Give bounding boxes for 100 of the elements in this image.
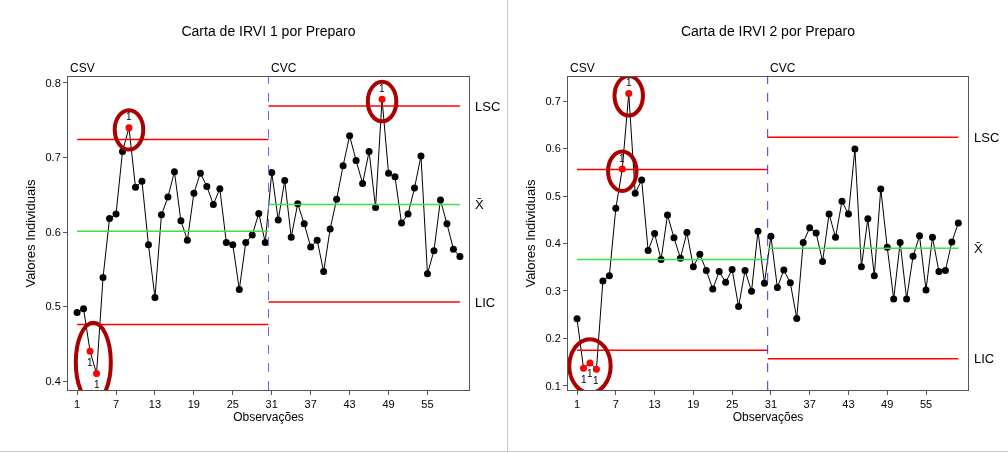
point: [741, 266, 749, 274]
x-tick-label: 25: [726, 398, 739, 411]
point: [177, 217, 185, 225]
point: [844, 210, 852, 218]
annotation: 1: [587, 368, 593, 379]
point: [715, 267, 723, 275]
point: [941, 266, 949, 274]
point: [954, 219, 962, 227]
point: [398, 219, 406, 227]
annotation: 1: [126, 111, 132, 122]
point: [423, 270, 431, 278]
x-tick-label: 55: [421, 398, 434, 411]
point: [320, 268, 328, 276]
series-label: LIC: [475, 295, 496, 310]
point: [255, 209, 263, 217]
point: [825, 210, 833, 218]
point: [722, 278, 730, 286]
point: [391, 173, 399, 181]
point: [307, 243, 315, 251]
point: [670, 234, 678, 242]
x-tick-label: 37: [304, 398, 317, 411]
point: [333, 195, 341, 203]
y-axis-title: Valores Individuais: [23, 178, 39, 288]
point: [436, 196, 444, 204]
point: [812, 229, 820, 237]
point: [385, 169, 393, 177]
point: [268, 168, 276, 176]
point: [786, 279, 794, 287]
y-tick-label: 0.6: [45, 225, 61, 238]
point: [80, 305, 88, 313]
point: [216, 185, 224, 193]
x-tick-label: 19: [687, 398, 700, 411]
point: [909, 252, 917, 260]
point: [599, 277, 607, 285]
point: [86, 347, 94, 355]
point: [313, 236, 321, 244]
point: [157, 211, 165, 219]
x-tick-label: 43: [343, 398, 356, 411]
annotation: 1: [94, 379, 100, 390]
point: [605, 272, 613, 280]
y-tick-label: 0.4: [545, 237, 561, 250]
point: [832, 233, 840, 241]
point: [209, 200, 217, 208]
x-tick-label: 37: [803, 398, 816, 411]
point: [261, 238, 269, 246]
point: [300, 220, 308, 228]
x-tick-label: 7: [112, 398, 120, 411]
point: [229, 241, 237, 249]
point: [573, 315, 581, 323]
point: [890, 295, 898, 303]
point: [411, 184, 418, 192]
point: [644, 247, 652, 255]
y-tick-label: 0.4: [45, 374, 61, 387]
point: [896, 239, 904, 247]
x-tick-label: 31: [764, 398, 778, 411]
point: [287, 233, 295, 241]
point: [106, 215, 114, 223]
point: [664, 211, 672, 219]
y-tick-label: 0.2: [545, 332, 561, 345]
x-tick-label: 13: [648, 398, 661, 411]
y-tick-label: 0.3: [545, 284, 561, 297]
point: [352, 156, 360, 164]
y-tick-label: 0.6: [545, 142, 561, 155]
text: CSV: [570, 61, 595, 75]
point: [183, 236, 191, 244]
point: [138, 177, 146, 185]
point: [793, 314, 801, 322]
chart-title: Carta de IRVI 2 por Preparo: [680, 23, 856, 40]
point: [592, 365, 600, 373]
text: CSV: [70, 61, 95, 75]
point: [799, 239, 807, 247]
point: [346, 132, 354, 140]
x-tick-label: 25: [226, 398, 239, 411]
text: CVC: [770, 61, 796, 75]
y-tick-label: 0.8: [45, 76, 61, 89]
point: [281, 177, 289, 185]
annotation: 1: [619, 153, 625, 164]
point: [144, 241, 152, 249]
point: [819, 257, 827, 265]
point: [948, 238, 956, 246]
point: [709, 285, 717, 293]
series-label: LSC: [475, 99, 501, 114]
y-axis-title: Valores Individuais: [523, 178, 539, 288]
point: [916, 232, 924, 240]
point: [702, 266, 710, 274]
point: [612, 204, 620, 212]
point: [326, 225, 334, 233]
annotation: 1: [87, 357, 93, 368]
y-tick-label: 0.7: [545, 95, 561, 108]
point: [864, 215, 872, 223]
point: [903, 295, 911, 303]
point: [190, 189, 198, 197]
point: [235, 285, 243, 293]
point: [767, 232, 775, 240]
point: [689, 263, 697, 271]
y-tick-label: 0.5: [545, 189, 561, 202]
x-tick-label: 13: [148, 398, 162, 411]
point: [580, 364, 588, 372]
annotation: 1: [581, 374, 587, 385]
point: [754, 227, 762, 235]
